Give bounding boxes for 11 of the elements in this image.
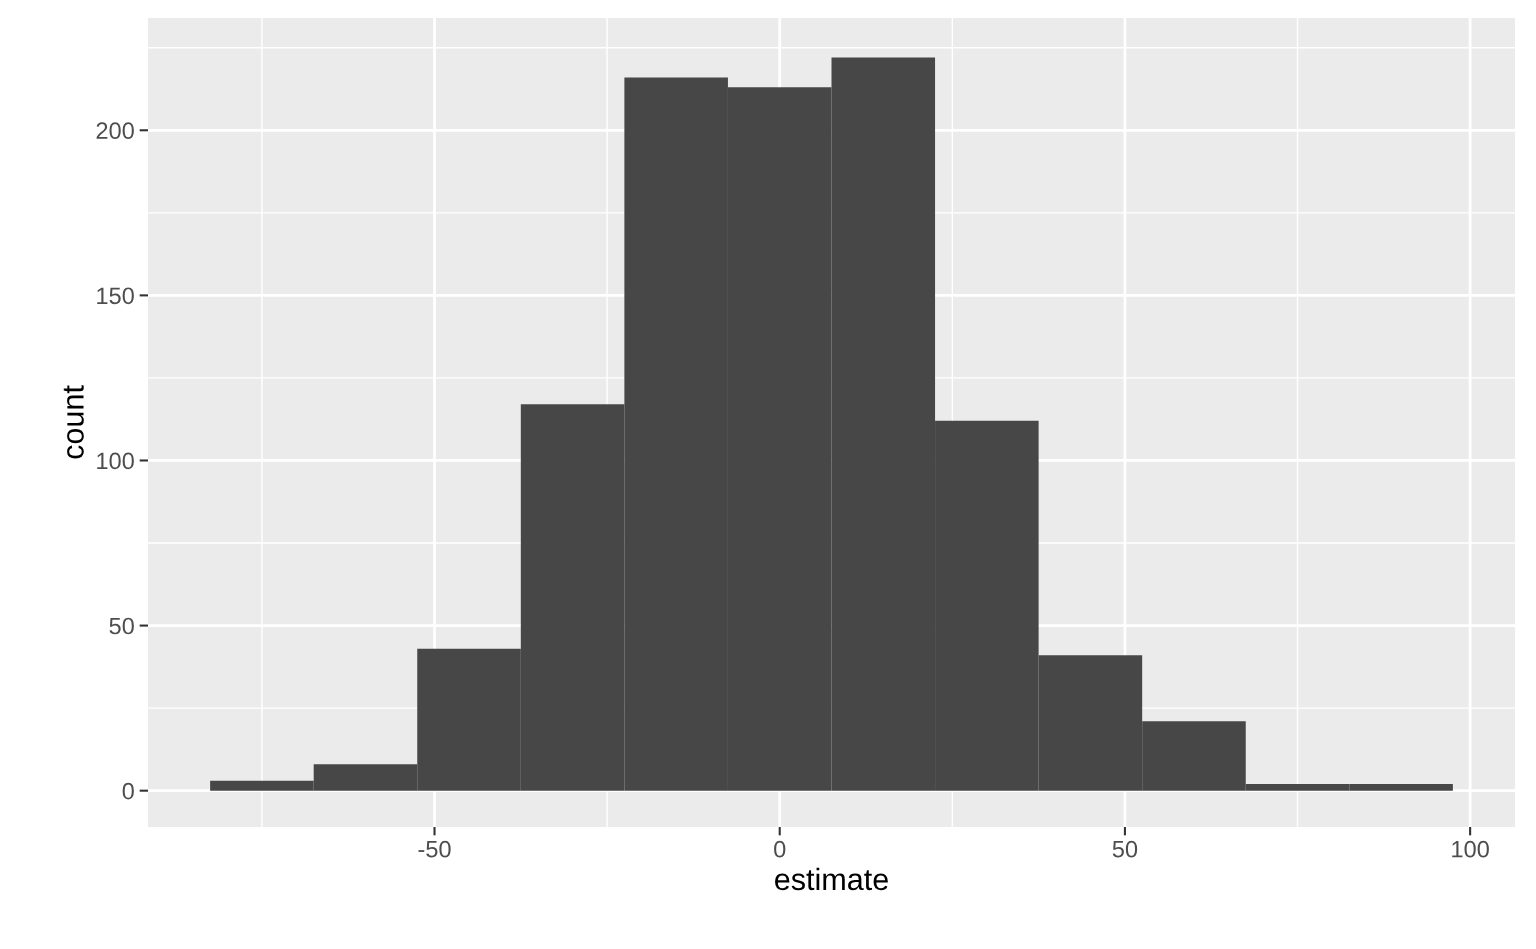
y-tick-label: 50 (109, 617, 134, 635)
y-tick-label: 150 (97, 287, 134, 305)
x-axis-title: estimate (775, 867, 888, 891)
x-tick-label: 50 (1112, 840, 1138, 858)
x-tick-label: -50 (418, 840, 451, 858)
x-tick-label: 0 (774, 840, 786, 858)
y-tick-label: 100 (97, 452, 134, 470)
x-tick-label: 100 (1452, 840, 1489, 858)
y-tick-label: 200 (96, 122, 134, 140)
y-axis-title: count (63, 385, 84, 459)
y-tick-label: 0 (122, 782, 134, 800)
